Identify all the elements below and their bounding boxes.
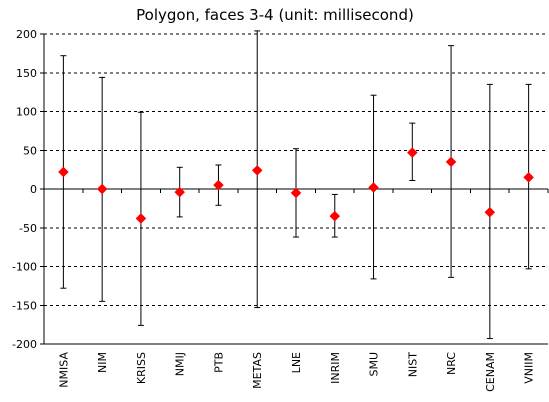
data-markers — [58, 147, 534, 224]
data-point-lne — [290, 187, 302, 199]
data-point-inrim — [329, 210, 341, 222]
y-tick-label: 0 — [30, 183, 37, 196]
x-category-label: NIST — [406, 352, 419, 377]
x-category-label: LNE — [290, 352, 303, 373]
x-category-labels: NMISA NIM KRISS NMIJ PTB METAS LNE INRIM SMU NIST… — [57, 352, 535, 392]
data-point-kriss — [135, 213, 147, 224]
y-tick-label: -100 — [12, 261, 37, 274]
x-category-label: SMU — [368, 352, 381, 377]
data-point-ptb — [213, 179, 224, 191]
data-point-smu — [368, 182, 379, 193]
data-point-cenam — [484, 206, 496, 218]
y-tick-label: 200 — [16, 28, 37, 41]
data-point-nmij — [174, 186, 186, 198]
x-category-label: NRC — [445, 352, 458, 375]
y-tick-labels: -200 -150 -100 -50 0 50 100 150 200 — [12, 28, 37, 351]
y-tick-label: 100 — [16, 106, 37, 119]
x-category-label: PTB — [212, 352, 225, 373]
data-point-vniim — [523, 172, 534, 183]
data-point-nist — [406, 147, 418, 158]
data-point-nim — [96, 183, 108, 195]
x-category-label: NIM — [96, 352, 109, 373]
y-tick-label: -200 — [12, 338, 37, 351]
data-point-metas — [251, 165, 263, 176]
chart-title: Polygon, faces 3-4 (unit: millisecond) — [136, 6, 414, 24]
x-category-label: KRISS — [135, 352, 148, 384]
x-category-label: METAS — [251, 352, 264, 389]
x-category-label: NMISA — [57, 352, 70, 388]
x-category-label: VNIIM — [523, 352, 536, 384]
axis-layer — [40, 33, 549, 345]
y-tick-label: 150 — [16, 67, 37, 80]
x-category-label: CENAM — [484, 352, 497, 392]
x-category-label: INRIM — [329, 352, 342, 384]
y-tick-label: -150 — [12, 299, 37, 312]
data-point-nmisa — [58, 166, 69, 178]
y-tick-label: -50 — [19, 222, 37, 235]
x-category-label: NMIJ — [174, 352, 187, 376]
y-tick-label: 50 — [23, 144, 37, 157]
data-point-nrc — [445, 156, 457, 168]
error-bars — [60, 30, 532, 340]
